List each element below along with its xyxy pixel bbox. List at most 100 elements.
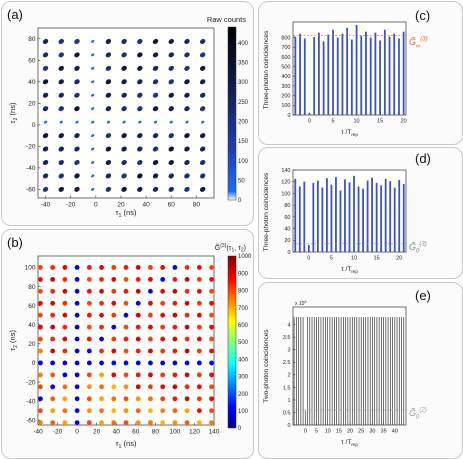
- d-xtick-label: 20: [396, 256, 402, 262]
- b-spot: [123, 336, 129, 342]
- b-spot: [135, 300, 141, 306]
- b-spot: [196, 420, 202, 426]
- a-spot: [58, 106, 64, 112]
- e-bar: [351, 317, 353, 425]
- e-bar: [401, 317, 402, 425]
- b-spot: [123, 324, 129, 330]
- d-bar: [316, 180, 319, 252]
- d-reference-label: G̃0(3): [409, 241, 427, 255]
- a-spot: [152, 79, 159, 85]
- a-colorbar: [227, 26, 237, 201]
- a-colorbar-tick: 150: [238, 139, 249, 145]
- e-bar: [396, 317, 398, 425]
- a-spot: [137, 186, 143, 192]
- b-spot: [50, 384, 56, 390]
- b-xtick-label: 100: [169, 429, 180, 436]
- b-spot: [172, 372, 178, 378]
- c-xlabel: τ /Trep: [341, 129, 358, 137]
- b-spot: [50, 288, 56, 294]
- a-spot: [152, 159, 159, 166]
- a-spot: [74, 92, 80, 98]
- b-ytick-label: 60: [28, 303, 36, 310]
- a-spot: [168, 92, 174, 98]
- b-spot: [123, 384, 129, 390]
- b-spot: [111, 300, 117, 306]
- a-spot: [106, 120, 111, 124]
- a-spot: [105, 38, 112, 44]
- b-spot: [160, 384, 166, 390]
- e-xtick-label: 20: [347, 429, 353, 435]
- b-spot: [135, 396, 141, 402]
- a-colorbar-label: Raw counts: [207, 15, 246, 24]
- a-ytick-label: 60: [28, 58, 36, 65]
- b-spot: [111, 372, 117, 378]
- e-bar: [387, 317, 389, 425]
- d-bar: [389, 181, 392, 252]
- e-bar: [313, 317, 315, 425]
- a-spot: [105, 52, 112, 58]
- b-colorbar-tick: 400: [238, 357, 249, 363]
- b-spot: [209, 276, 214, 282]
- c-bar: [369, 37, 372, 115]
- b-spot: [111, 396, 117, 402]
- b-spot: [38, 300, 43, 306]
- b-spot: [184, 265, 190, 270]
- b-spot: [99, 300, 104, 306]
- a-spot: [74, 65, 80, 71]
- e-bar: [367, 317, 369, 425]
- c-bar: [398, 38, 400, 115]
- b-spot: [99, 336, 104, 342]
- b-spot: [135, 324, 141, 330]
- b-spot: [172, 324, 178, 330]
- e-bar: [369, 317, 371, 425]
- d-bar: [371, 177, 373, 252]
- a-spot: [199, 38, 206, 44]
- c-ytick-label: 400: [281, 74, 290, 80]
- a-spot: [199, 106, 206, 112]
- a-spot: [168, 65, 174, 71]
- b-spot: [135, 408, 141, 414]
- c-bar: [350, 39, 353, 115]
- a-xtick-label: 60: [168, 202, 176, 209]
- e-bar: [372, 317, 373, 425]
- b-spot: [135, 372, 141, 378]
- a-spot: [74, 106, 80, 112]
- b-spot: [50, 396, 56, 402]
- e-ytick-label: 1.5: [283, 385, 291, 391]
- a-spot: [105, 146, 112, 152]
- b-spot: [62, 360, 68, 366]
- a-spot: [168, 38, 174, 44]
- d-bar: [344, 179, 346, 252]
- e-bar: [311, 317, 313, 425]
- b-spot: [123, 288, 129, 294]
- d-xtick-label: 15: [374, 256, 380, 262]
- a-spot: [184, 38, 190, 44]
- b-spot: [160, 372, 166, 378]
- b-spot: [99, 288, 104, 294]
- b-spot: [184, 420, 190, 426]
- b-spot: [99, 324, 104, 330]
- b-xtick-label: 20: [93, 429, 101, 436]
- e-bar: [307, 317, 308, 425]
- a-colorbar-tick: 400: [238, 41, 249, 47]
- b-spot: [62, 372, 68, 378]
- c-bar: [332, 29, 334, 115]
- d-bar: [303, 181, 306, 252]
- b-spot: [196, 372, 202, 378]
- a-spot: [199, 65, 206, 71]
- a-spot: [184, 159, 190, 166]
- b-spot: [123, 312, 129, 318]
- e-bar: [345, 317, 346, 425]
- a-spot: [201, 120, 205, 124]
- b-spot: [172, 265, 178, 270]
- b-spot: [86, 265, 92, 270]
- e-bar: [365, 317, 367, 425]
- b-spot: [62, 348, 68, 354]
- b-spot: [111, 348, 117, 354]
- b-spot: [160, 420, 166, 426]
- a-spot: [138, 120, 142, 124]
- b-spot: [148, 360, 153, 366]
- b-xtick-label: 60: [132, 429, 140, 436]
- b-spot: [209, 360, 214, 366]
- b-spot: [148, 420, 153, 426]
